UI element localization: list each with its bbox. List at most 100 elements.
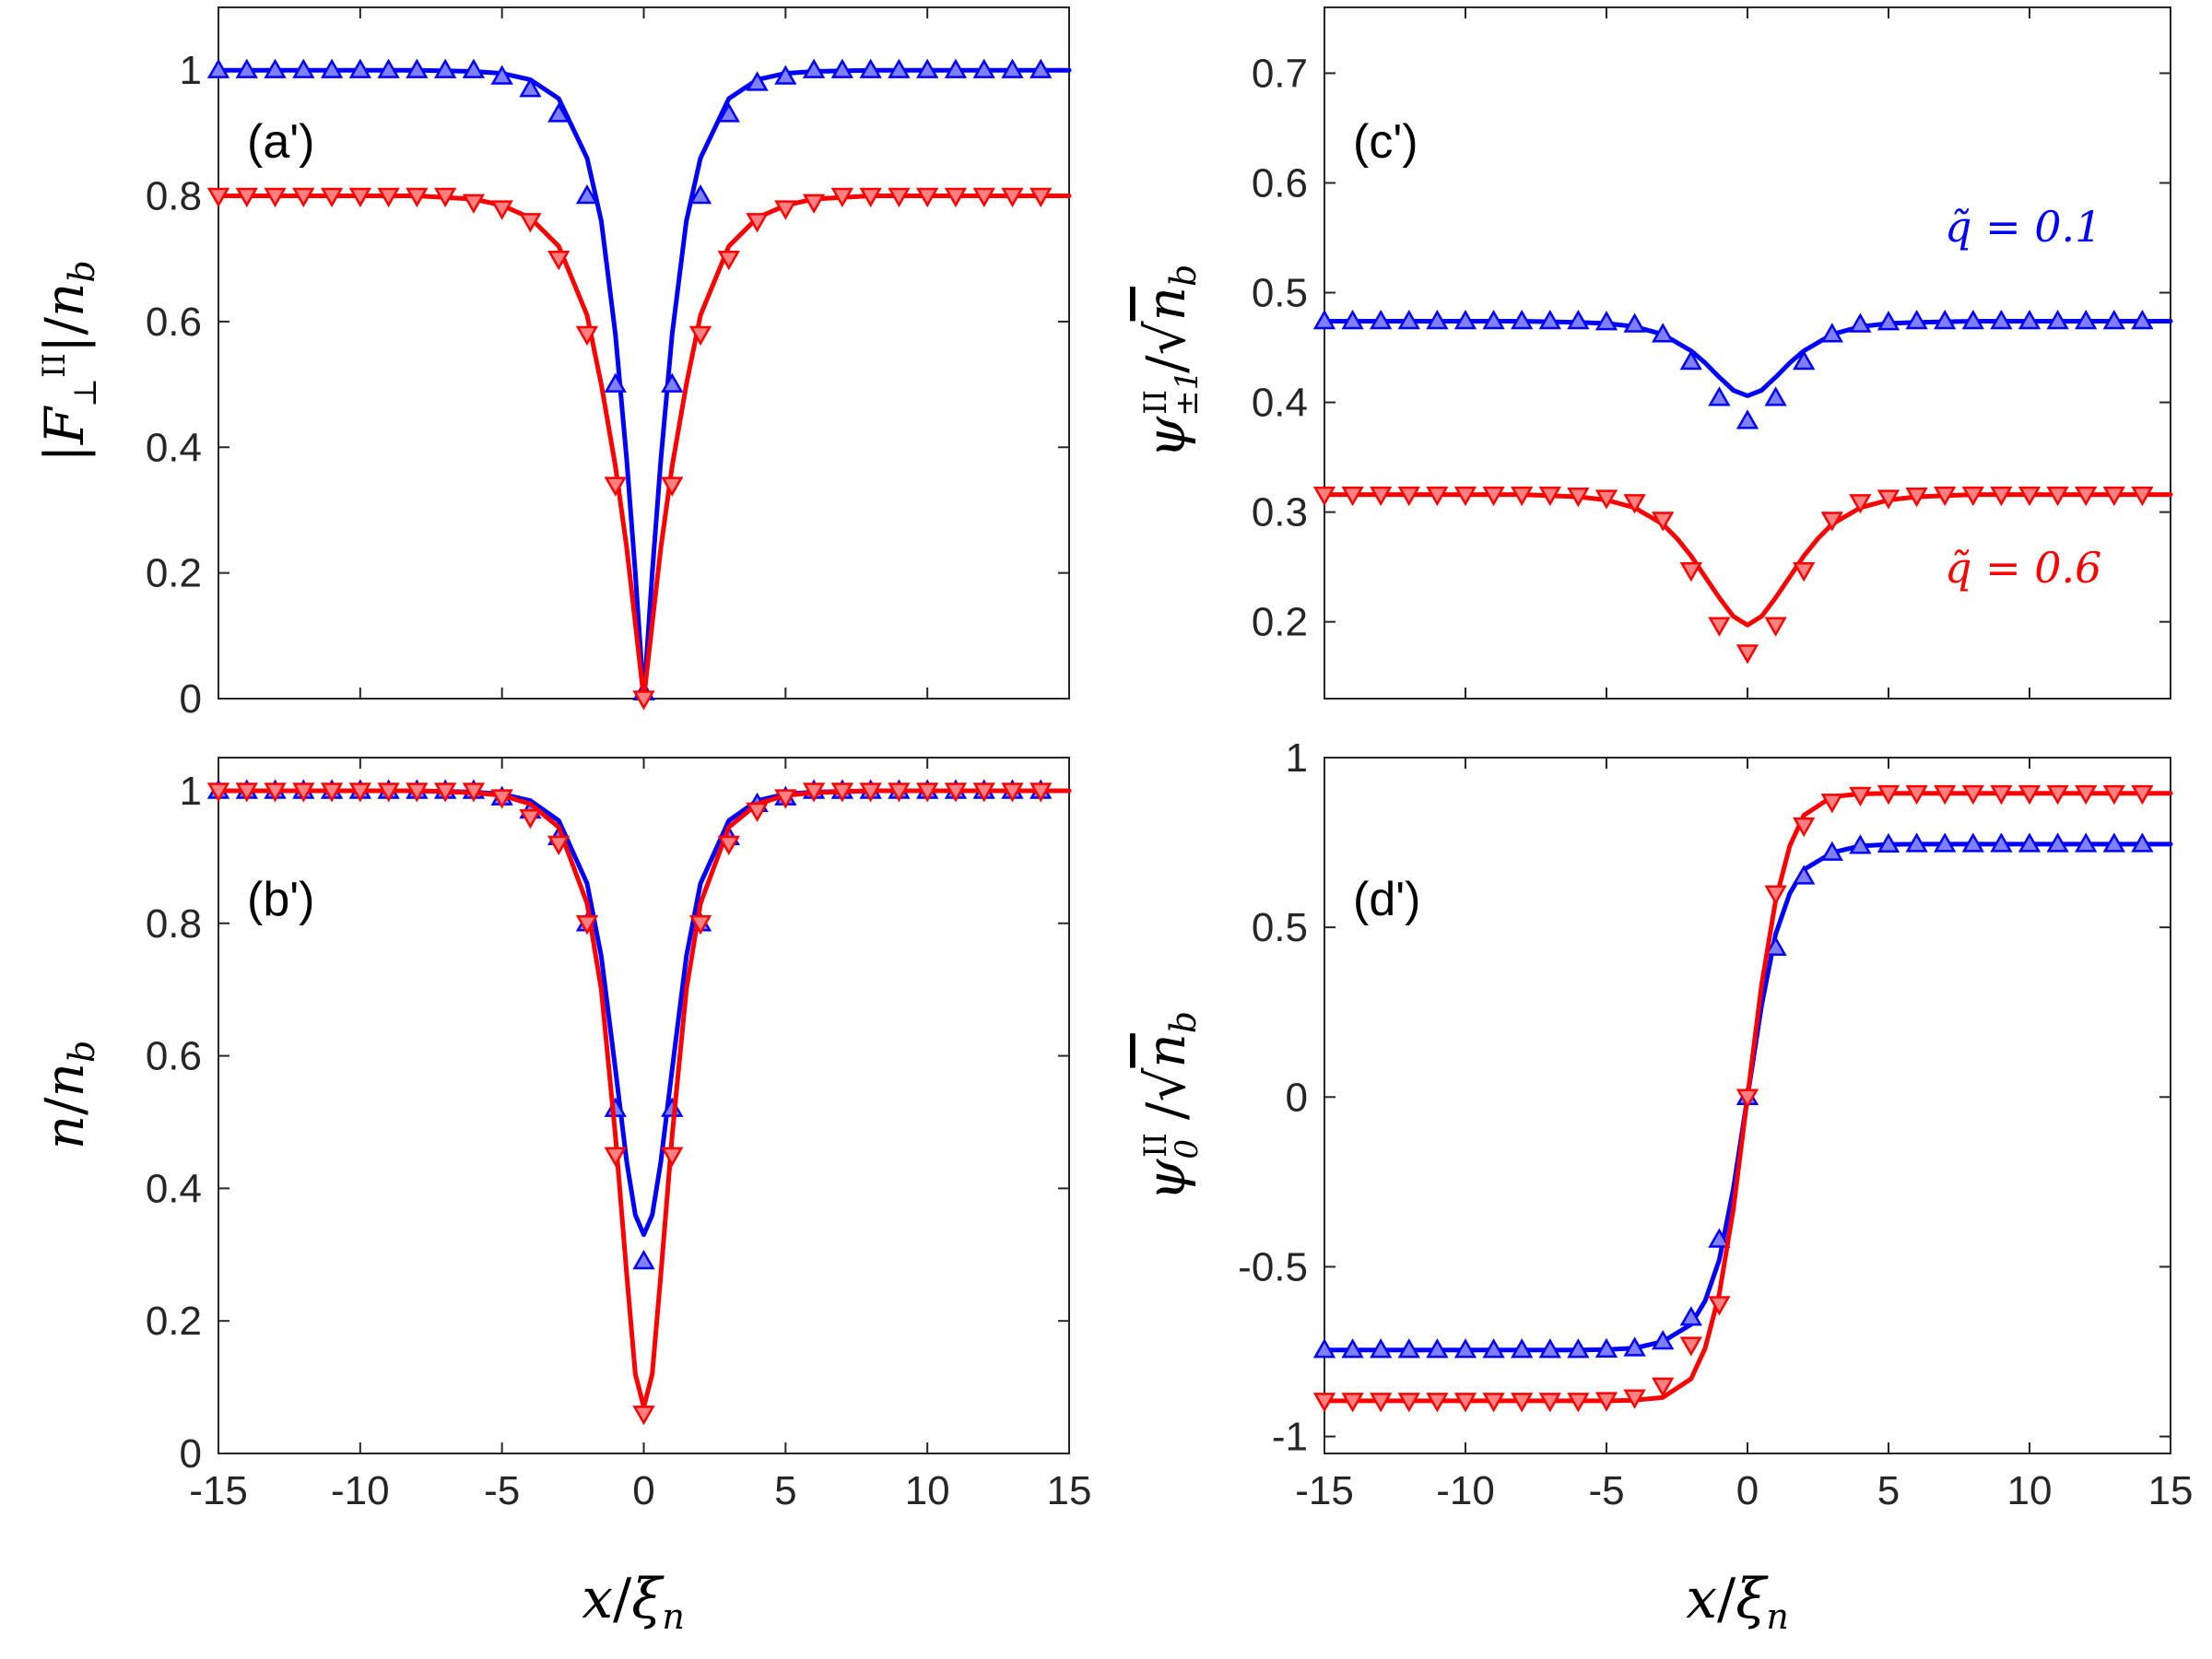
y-tick-label: 1 bbox=[180, 48, 202, 93]
data-point bbox=[916, 782, 939, 803]
y-tick-label: 0.7 bbox=[1252, 51, 1308, 96]
x-tick-label: 5 bbox=[774, 1468, 796, 1513]
data-point bbox=[774, 200, 797, 220]
ylabel-c: ψ±1II/√nb bbox=[1135, 265, 1206, 459]
panel-label-b: (b') bbox=[247, 873, 314, 926]
x-tick-label: 15 bbox=[2148, 1468, 2194, 1513]
data-point bbox=[1708, 1296, 1731, 1316]
data-point bbox=[1877, 489, 1900, 510]
data-point bbox=[688, 325, 712, 347]
y-tick-label: 0.4 bbox=[146, 1166, 202, 1211]
data-point bbox=[377, 58, 400, 78]
x-tick-label: 5 bbox=[1877, 1468, 1900, 1513]
y-tick-label: 0.8 bbox=[146, 174, 202, 219]
x-tick-label: -5 bbox=[1588, 1468, 1624, 1513]
data-point bbox=[661, 1147, 684, 1167]
series-line-c-2 bbox=[1322, 492, 2173, 628]
data-point bbox=[1623, 312, 1646, 333]
series-line-c-0 bbox=[1322, 319, 2173, 398]
data-point bbox=[1397, 1393, 1420, 1413]
data-point bbox=[1905, 488, 1928, 508]
data-point bbox=[944, 187, 968, 208]
data-point bbox=[1990, 832, 2013, 853]
data-point bbox=[377, 782, 400, 803]
data-point bbox=[1652, 1377, 1675, 1397]
data-point bbox=[1453, 1393, 1477, 1413]
data-point bbox=[1708, 617, 1731, 637]
data-point bbox=[1482, 486, 1505, 507]
data-point bbox=[1764, 885, 1787, 905]
data-point bbox=[830, 187, 854, 208]
data-point bbox=[2102, 486, 2125, 507]
data-point bbox=[1679, 561, 1702, 582]
data-point bbox=[830, 782, 854, 803]
data-point bbox=[348, 187, 371, 208]
data-point bbox=[1849, 312, 1872, 333]
data-point bbox=[1934, 486, 1957, 507]
data-point bbox=[1567, 309, 1590, 330]
data-point bbox=[519, 77, 542, 98]
data-point bbox=[802, 58, 826, 78]
data-point bbox=[1820, 794, 1843, 814]
data-point bbox=[661, 477, 684, 497]
data-point bbox=[2102, 309, 2125, 330]
data-point bbox=[1426, 486, 1449, 507]
data-point bbox=[972, 58, 995, 78]
x-tick-label: 15 bbox=[1047, 1468, 1092, 1513]
y-tick-label: 0 bbox=[1286, 1075, 1308, 1120]
data-point bbox=[1312, 309, 1336, 330]
data-point bbox=[604, 1147, 627, 1167]
y-tick-label: 0.6 bbox=[1252, 160, 1308, 206]
data-point bbox=[972, 187, 995, 208]
data-point bbox=[1623, 494, 1646, 514]
xlabel-b: x/ξn bbox=[582, 1567, 685, 1637]
data-point bbox=[1623, 1336, 1646, 1357]
annotation-q-0.1: q̃ = 0.1 bbox=[1945, 202, 2101, 252]
data-point bbox=[1397, 486, 1420, 507]
x-tick-label: -15 bbox=[189, 1468, 248, 1513]
data-point bbox=[406, 782, 429, 803]
data-point bbox=[519, 213, 542, 233]
x-tick-label: 0 bbox=[1736, 1468, 1759, 1513]
data-point bbox=[746, 213, 769, 233]
data-point bbox=[1482, 1393, 1505, 1413]
data-point bbox=[490, 789, 513, 809]
y-tick-label: 0.8 bbox=[146, 901, 202, 947]
y-tick-label: 0 bbox=[180, 1431, 202, 1477]
data-point bbox=[802, 782, 826, 803]
data-point bbox=[1652, 1329, 1675, 1350]
ylabel-a: |F⊥II|/nb bbox=[33, 260, 104, 462]
data-point bbox=[1538, 486, 1561, 507]
data-point bbox=[1990, 486, 2013, 507]
data-point bbox=[661, 372, 684, 393]
y-tick-label: 0.2 bbox=[146, 551, 202, 596]
data-point bbox=[1594, 1392, 1618, 1412]
x-tick-label: 10 bbox=[905, 1468, 950, 1513]
data-point bbox=[1877, 832, 1900, 853]
data-point bbox=[1453, 1338, 1477, 1359]
data-point bbox=[1934, 832, 1957, 853]
data-point bbox=[1030, 58, 1053, 78]
data-point bbox=[264, 782, 287, 803]
y-tick-label: 0.2 bbox=[146, 1299, 202, 1344]
data-point bbox=[944, 782, 968, 803]
data-point bbox=[1567, 1338, 1590, 1359]
data-point bbox=[632, 1249, 655, 1270]
ylabel-d: ψ0II/√nb bbox=[1135, 1011, 1206, 1201]
annotation-q-0.6: q̃ = 0.6 bbox=[1945, 543, 2101, 593]
data-point bbox=[1030, 187, 1053, 208]
data-point bbox=[972, 782, 995, 803]
data-point bbox=[1905, 784, 1928, 806]
data-point bbox=[1426, 1393, 1449, 1413]
data-point bbox=[1990, 309, 2013, 330]
data-point bbox=[2131, 832, 2154, 853]
y-tick-label: -1 bbox=[1272, 1415, 1308, 1460]
data-point bbox=[462, 194, 486, 214]
data-point bbox=[1820, 841, 1843, 861]
data-point bbox=[235, 782, 258, 803]
data-point bbox=[264, 187, 287, 208]
data-point bbox=[1511, 1338, 1534, 1359]
data-point bbox=[916, 187, 939, 208]
data-point bbox=[320, 187, 344, 208]
data-point bbox=[1341, 1393, 1364, 1413]
